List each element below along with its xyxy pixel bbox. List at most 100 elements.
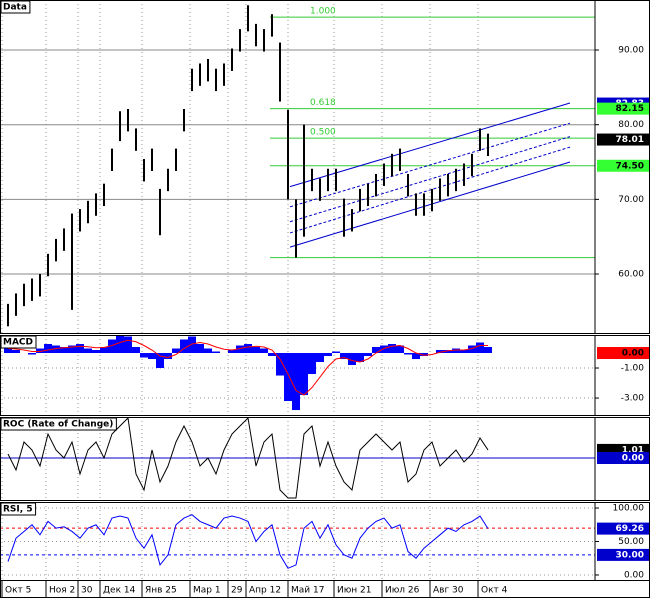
macd-bar — [324, 353, 332, 357]
macd-bar — [36, 348, 44, 354]
x-tick-label: 30 — [81, 586, 93, 596]
x-tick-label: Окт 4 — [481, 586, 508, 596]
macd-bar — [276, 353, 284, 376]
macd-bar — [316, 353, 324, 363]
value-marker — [597, 347, 649, 360]
panel-title-box — [0, 335, 37, 349]
macd-bar — [172, 348, 180, 354]
value-marker-label: 69.26 — [616, 524, 644, 534]
value-marker — [597, 133, 649, 146]
macd-bar — [396, 345, 404, 354]
value-marker-label: 30.00 — [616, 550, 644, 560]
macd-bar — [452, 348, 460, 354]
fib-label: 1.000 — [310, 7, 336, 17]
value-marker — [597, 102, 649, 115]
trend-line — [289, 122, 571, 208]
macd-bar — [404, 353, 412, 355]
macd-bar — [380, 345, 388, 354]
macd-bar — [68, 345, 76, 354]
panel-title: Data — [3, 3, 27, 13]
value-marker-label: 74.50 — [616, 161, 644, 171]
macd-bar — [132, 347, 140, 354]
macd-bar — [420, 353, 428, 357]
value-marker-label: 82.15 — [616, 104, 644, 114]
macd-bar — [356, 353, 364, 363]
macd-bar — [124, 336, 132, 354]
macd-bar — [412, 353, 420, 360]
panel-title: ROC (Rate of Change) — [3, 420, 113, 430]
y-tick-label: 80.00 — [618, 120, 644, 130]
panel-title-box — [0, 417, 117, 431]
macd-bar — [28, 353, 36, 355]
y-tick-label: 60.00 — [618, 270, 644, 280]
y-tick-label: 0.00 — [624, 570, 644, 580]
macd-bar — [204, 348, 212, 354]
macd-bar — [476, 342, 484, 354]
macd-bar — [292, 353, 300, 411]
macd-bar — [284, 353, 292, 402]
macd-bar — [4, 348, 12, 354]
macd-bar — [460, 350, 468, 354]
macd-bar — [140, 353, 148, 358]
macd-bar — [252, 347, 260, 354]
value-marker-label: 1.01 — [622, 445, 644, 455]
value-marker-label: 0.00 — [622, 349, 644, 359]
x-tick-label: Окт 5 — [5, 586, 31, 596]
macd-bar — [268, 353, 276, 357]
macd-bar — [156, 353, 164, 369]
y-tick-label: 70.00 — [618, 195, 644, 205]
macd-bar — [388, 344, 396, 354]
macd-bar — [212, 351, 220, 354]
macd-bar — [92, 350, 100, 354]
fib-label: 0.618 — [310, 98, 336, 108]
macd-bar — [164, 353, 172, 360]
value-marker — [597, 548, 649, 561]
macd-bar — [308, 353, 316, 375]
signal-line — [7, 339, 488, 396]
macd-bar — [44, 344, 52, 354]
x-tick-label: Июл 26 — [385, 586, 420, 596]
macd-bar — [228, 350, 236, 354]
y-tick-label: 90.00 — [618, 46, 644, 56]
macd-bar — [348, 353, 356, 366]
value-marker — [597, 522, 649, 535]
panel-title: RSI, 5 — [3, 505, 33, 515]
value-marker — [597, 159, 649, 172]
x-tick-label: Апр 12 — [249, 586, 281, 596]
macd-bar — [332, 351, 340, 354]
macd-bar — [52, 345, 60, 354]
x-tick-label: Мар 1 — [193, 586, 221, 596]
macd-bar — [180, 339, 188, 354]
macd-bar — [84, 348, 92, 354]
value-marker — [597, 452, 649, 464]
x-tick-label: Ноя 2 — [49, 586, 75, 596]
macd-bar — [340, 353, 348, 360]
panel-title-box — [0, 0, 31, 14]
macd-bar — [108, 339, 116, 354]
x-tick-label: 29 — [231, 586, 243, 596]
macd-bar — [12, 350, 20, 354]
trend-line — [289, 136, 571, 223]
x-tick-label: Янв 25 — [145, 586, 177, 596]
y-tick-label: 100.00 — [613, 504, 645, 514]
macd-bar — [196, 344, 204, 354]
macd-bar — [436, 350, 444, 354]
macd-bar — [244, 344, 252, 354]
macd-bar — [236, 345, 244, 354]
trend-line — [289, 161, 571, 248]
macd-bar — [260, 348, 268, 354]
panel-title-box — [0, 502, 37, 516]
y-tick-label: -3.00 — [621, 394, 645, 404]
macd-bar — [100, 347, 108, 354]
macd-bar — [372, 347, 380, 354]
indicator-line — [7, 514, 489, 569]
y-tick-label: 50.00 — [618, 537, 644, 547]
x-tick-label: Дек 14 — [103, 586, 136, 596]
x-tick-label: Май 17 — [291, 586, 324, 596]
macd-bar — [364, 353, 372, 357]
value-marker-label: 78.01 — [616, 135, 644, 145]
macd-bar — [76, 344, 84, 354]
macd-bar — [148, 353, 156, 360]
